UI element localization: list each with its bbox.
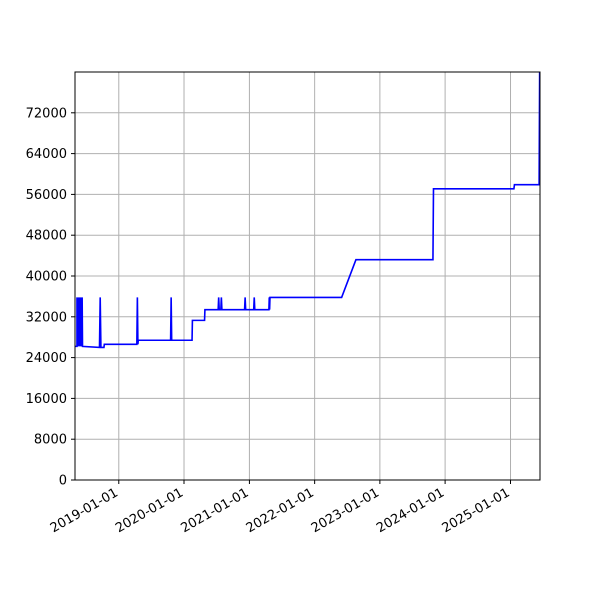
x-tick-label: 2023-01-01	[309, 485, 382, 536]
y-tick-label: 16000	[26, 392, 67, 407]
y-tick-label: 64000	[26, 147, 67, 162]
x-tick-label: 2020-01-01	[113, 485, 186, 536]
y-tick-label: 0	[59, 474, 67, 489]
x-tick-label: 2019-01-01	[48, 485, 121, 536]
x-tick-label: 2025-01-01	[440, 485, 513, 536]
y-tick-label: 56000	[26, 188, 67, 203]
x-tick-label: 2024-01-01	[374, 485, 447, 536]
y-tick-label: 8000	[34, 433, 67, 448]
y-tick-label: 32000	[26, 310, 67, 325]
y-tick-label: 24000	[26, 351, 67, 366]
y-tick-label: 40000	[26, 270, 67, 285]
x-tick-label: 2022-01-01	[244, 485, 317, 536]
series-line-1	[75, 72, 540, 349]
y-axis: 0 8000 16000 24000 32000 40000 48000 56000 64000…	[26, 106, 75, 489]
grid	[75, 72, 540, 480]
y-tick-label: 72000	[26, 106, 67, 121]
series-layer	[75, 72, 540, 349]
x-tick-label: 2021-01-01	[178, 485, 251, 536]
y-tick-label: 48000	[26, 229, 67, 244]
x-axis: 2019-01-012020-01-012021-01-012022-01-01…	[48, 480, 513, 536]
